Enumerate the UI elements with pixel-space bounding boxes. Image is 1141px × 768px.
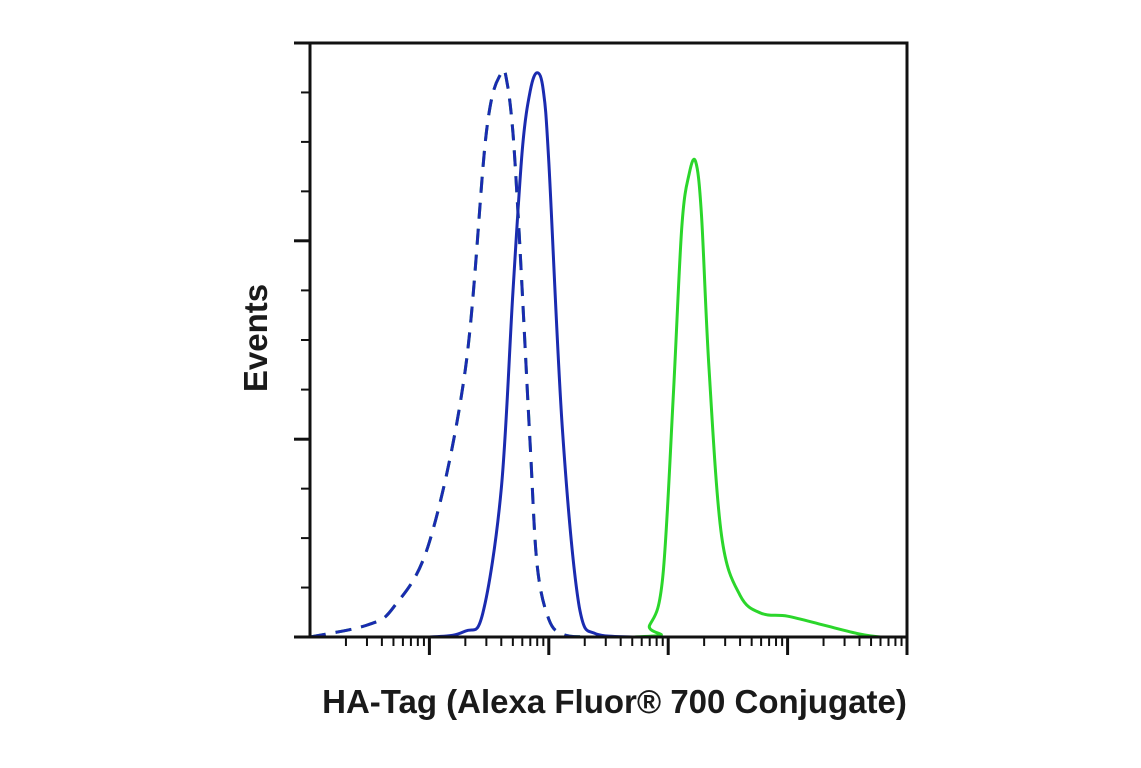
y-axis-label: Events [237, 284, 274, 392]
plot-frame [308, 41, 909, 639]
histogram-series-2 [309, 68, 907, 639]
histogram-series-4 [310, 157, 907, 639]
plot-area [309, 68, 907, 639]
x-axis-label: HA-Tag (Alexa Fluor® 700 Conjugate) [322, 683, 907, 720]
axis-ticks [294, 41, 909, 655]
histogram-series-3 [309, 68, 907, 639]
histogram-series-1 [310, 71, 907, 639]
